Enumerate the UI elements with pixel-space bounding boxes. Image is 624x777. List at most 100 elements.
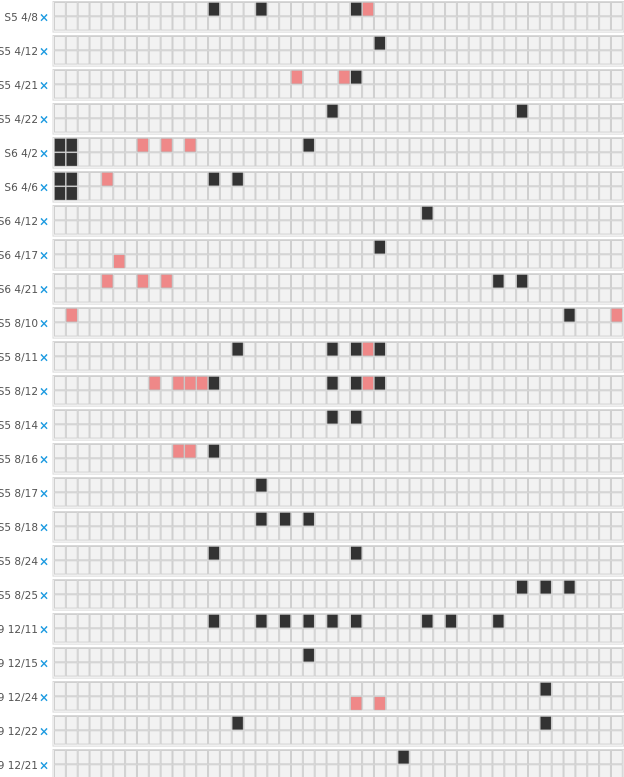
empty-cell	[279, 390, 291, 405]
empty-cell	[65, 546, 78, 561]
empty-cell	[326, 390, 339, 405]
empty-cell	[255, 70, 268, 85]
empty-cell	[599, 2, 611, 17]
empty-cell	[160, 390, 173, 405]
empty-cell	[196, 478, 209, 493]
empty-cell	[219, 308, 232, 323]
dark-cell	[326, 614, 339, 629]
empty-cell	[528, 458, 540, 473]
empty-cell	[409, 84, 422, 99]
empty-cell	[409, 546, 422, 561]
remove-button[interactable]: ×	[39, 215, 49, 229]
empty-cell	[587, 2, 600, 17]
remove-button[interactable]: ×	[39, 45, 49, 59]
remove-button[interactable]: ×	[39, 385, 49, 399]
remove-button[interactable]: ×	[39, 453, 49, 467]
remove-button[interactable]: ×	[39, 487, 49, 501]
empty-cell	[397, 730, 410, 745]
empty-cell	[65, 424, 78, 439]
remove-button[interactable]: ×	[39, 147, 49, 161]
empty-cell	[172, 648, 185, 663]
empty-cell	[362, 614, 374, 629]
empty-cell	[65, 512, 78, 527]
remove-button[interactable]: ×	[39, 623, 49, 637]
empty-cell	[77, 356, 90, 371]
empty-cell	[397, 526, 410, 541]
empty-cell	[445, 172, 457, 187]
empty-cell	[528, 220, 540, 235]
empty-cell	[599, 730, 611, 745]
empty-cell	[113, 628, 126, 643]
empty-cell	[528, 308, 540, 323]
remove-button[interactable]: ×	[39, 521, 49, 535]
empty-cell	[65, 104, 78, 119]
empty-cell	[77, 288, 90, 303]
remove-button[interactable]: ×	[39, 725, 49, 739]
empty-cell	[551, 580, 564, 595]
empty-cell	[196, 716, 209, 731]
empty-cell	[184, 322, 197, 337]
empty-cell	[302, 322, 315, 337]
remove-button[interactable]: ×	[39, 283, 49, 297]
empty-cell	[314, 444, 327, 459]
remove-button[interactable]: ×	[39, 759, 49, 773]
dark-cell	[397, 750, 410, 765]
empty-cell	[125, 240, 137, 255]
remove-button[interactable]: ×	[39, 657, 49, 671]
empty-cell	[385, 70, 398, 85]
empty-cell	[350, 220, 363, 235]
empty-cell	[468, 478, 481, 493]
empty-cell	[456, 342, 469, 357]
remove-button[interactable]: ×	[39, 79, 49, 93]
empty-cell	[492, 662, 505, 677]
empty-cell	[397, 594, 410, 609]
empty-cell	[445, 716, 457, 731]
empty-cell	[243, 50, 256, 65]
empty-cell	[136, 648, 149, 663]
remove-button[interactable]: ×	[39, 11, 49, 25]
empty-cell	[516, 206, 529, 221]
empty-cell	[314, 288, 327, 303]
empty-cell	[101, 594, 114, 609]
remove-button[interactable]: ×	[39, 181, 49, 195]
empty-cell	[113, 764, 126, 777]
empty-cell	[350, 84, 363, 99]
empty-cell	[456, 308, 469, 323]
empty-cell	[231, 492, 244, 507]
empty-cell	[279, 254, 291, 269]
empty-cell	[160, 288, 173, 303]
empty-cell	[551, 390, 564, 405]
empty-cell	[409, 580, 422, 595]
remove-button[interactable]: ×	[39, 351, 49, 365]
empty-cell	[148, 580, 161, 595]
empty-cell	[468, 730, 481, 745]
remove-button[interactable]: ×	[39, 317, 49, 331]
remove-button[interactable]: ×	[39, 249, 49, 263]
remove-button[interactable]: ×	[39, 555, 49, 569]
empty-cell	[456, 172, 469, 187]
empty-cell	[362, 560, 374, 575]
empty-cell	[326, 308, 339, 323]
remove-button[interactable]: ×	[39, 113, 49, 127]
empty-cell	[409, 308, 422, 323]
empty-cell	[113, 50, 126, 65]
empty-cell	[255, 342, 268, 357]
empty-cell	[136, 444, 149, 459]
empty-cell	[421, 424, 434, 439]
empty-cell	[445, 764, 457, 777]
empty-cell	[77, 444, 90, 459]
empty-cell	[291, 118, 303, 133]
remove-button[interactable]: ×	[39, 691, 49, 705]
empty-cell	[456, 444, 469, 459]
empty-cell	[291, 50, 303, 65]
empty-cell	[314, 560, 327, 575]
empty-cell	[125, 118, 137, 133]
remove-button[interactable]: ×	[39, 589, 49, 603]
empty-cell	[279, 662, 291, 677]
remove-button[interactable]: ×	[39, 419, 49, 433]
empty-cell	[409, 696, 422, 711]
empty-cell	[231, 580, 244, 595]
empty-cell	[326, 70, 339, 85]
empty-cell	[65, 410, 78, 425]
empty-cell	[314, 70, 327, 85]
